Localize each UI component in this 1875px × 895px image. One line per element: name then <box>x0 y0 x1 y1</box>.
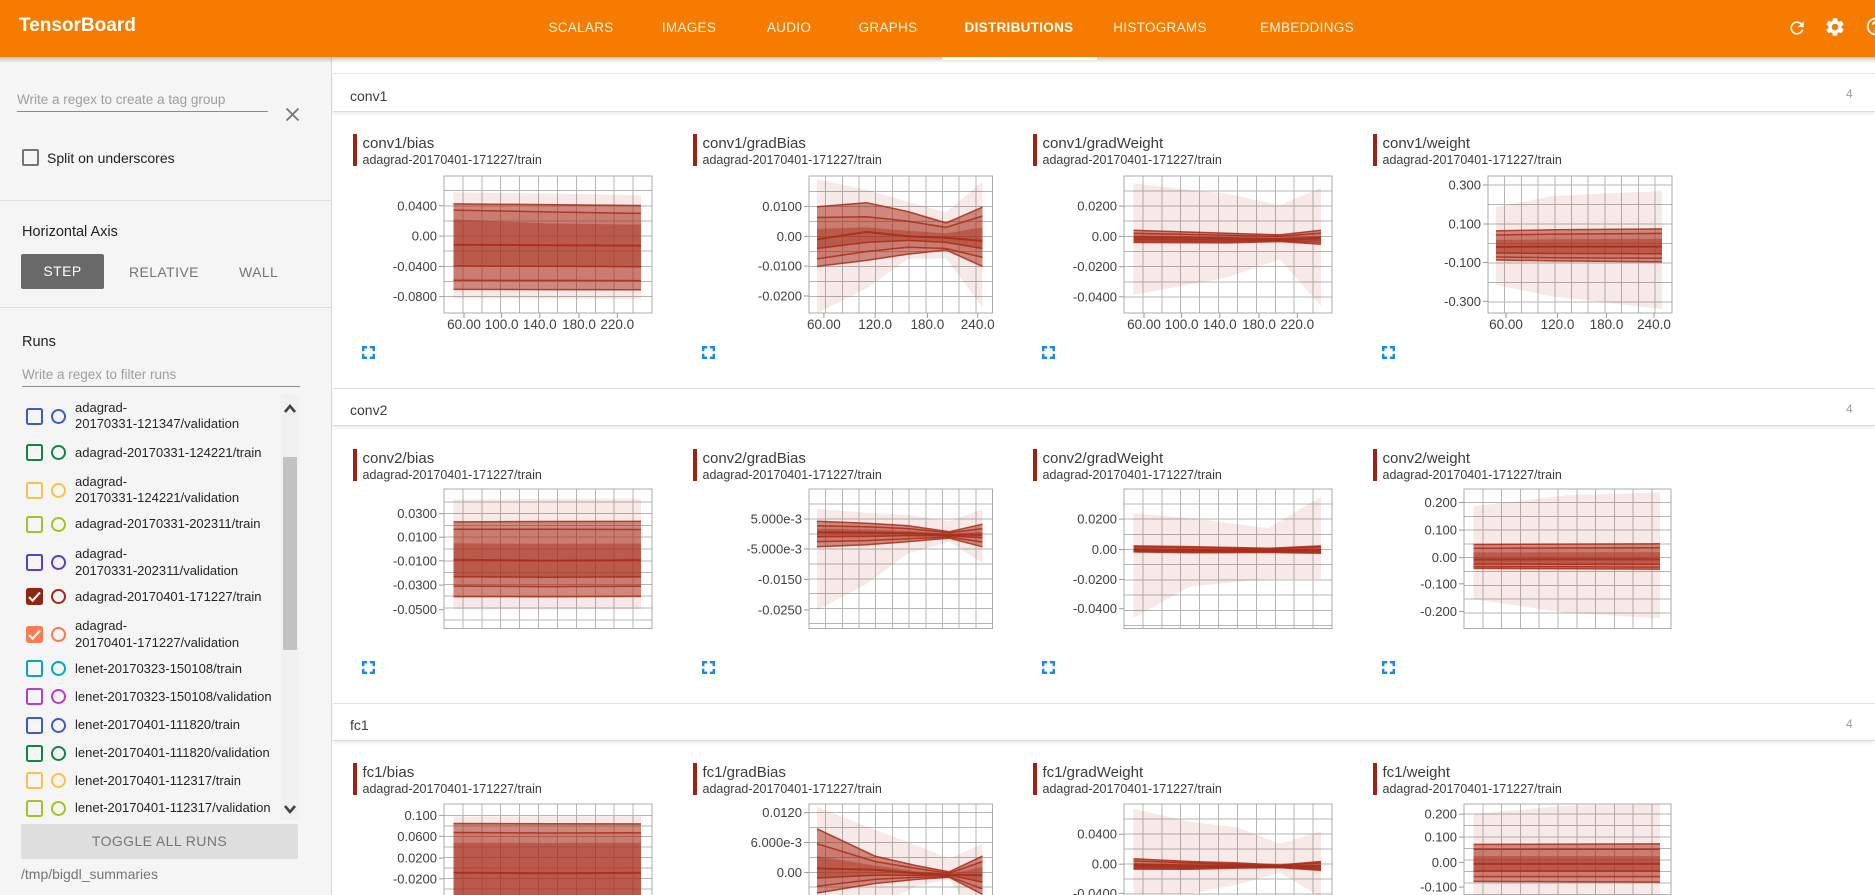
svg-text:-0.100: -0.100 <box>1420 880 1457 895</box>
svg-text:0.00: 0.00 <box>1432 550 1457 565</box>
svg-text:60.00: 60.00 <box>1489 317 1523 332</box>
svg-text:0.00: 0.00 <box>412 228 437 243</box>
svg-text:-0.0800: -0.0800 <box>393 289 437 304</box>
svg-text:140.0: 140.0 <box>523 317 557 332</box>
svg-text:-0.0100: -0.0100 <box>757 258 801 273</box>
svg-text:0.100: 0.100 <box>1448 216 1481 231</box>
svg-text:100.0: 100.0 <box>485 317 519 332</box>
svg-text:0.0200: 0.0200 <box>397 851 437 866</box>
svg-text:-0.0500: -0.0500 <box>393 602 437 617</box>
svg-text:-0.0400: -0.0400 <box>1073 886 1117 895</box>
svg-text:0.200: 0.200 <box>1424 807 1457 822</box>
svg-text:0.00: 0.00 <box>1092 542 1117 557</box>
svg-text:-0.0200: -0.0200 <box>757 288 801 303</box>
svg-text:60.00: 60.00 <box>447 317 481 332</box>
svg-text:-0.100: -0.100 <box>1444 255 1481 270</box>
svg-text:5.000e-3: 5.000e-3 <box>750 512 801 527</box>
svg-text:100.0: 100.0 <box>1165 317 1199 332</box>
svg-text:0.00: 0.00 <box>1432 855 1457 870</box>
svg-text:0.0300: 0.0300 <box>397 506 437 521</box>
svg-text:-0.0200: -0.0200 <box>393 871 437 886</box>
svg-text:180.0: 180.0 <box>910 317 944 332</box>
svg-text:120.0: 120.0 <box>858 317 892 332</box>
svg-text:-0.0100: -0.0100 <box>393 553 437 568</box>
svg-text:120.0: 120.0 <box>1541 317 1575 332</box>
svg-text:140.0: 140.0 <box>1203 317 1237 332</box>
svg-text:180.0: 180.0 <box>1590 317 1624 332</box>
svg-text:-0.0250: -0.0250 <box>757 602 801 617</box>
svg-text:-0.0150: -0.0150 <box>757 572 801 587</box>
svg-text:0.0400: 0.0400 <box>1077 827 1117 842</box>
svg-text:-0.0200: -0.0200 <box>1073 259 1117 274</box>
svg-text:0.100: 0.100 <box>404 808 437 823</box>
svg-text:180.0: 180.0 <box>562 317 596 332</box>
svg-text:240.0: 240.0 <box>1637 317 1671 332</box>
svg-text:0.0200: 0.0200 <box>1077 512 1117 527</box>
svg-text:-0.0400: -0.0400 <box>1073 601 1117 616</box>
svg-text:-0.100: -0.100 <box>1420 576 1457 591</box>
svg-text:0.100: 0.100 <box>1424 830 1457 845</box>
svg-text:0.0100: 0.0100 <box>762 198 802 213</box>
svg-text:60.00: 60.00 <box>807 317 841 332</box>
svg-text:0.00: 0.00 <box>776 865 801 880</box>
svg-text:0.0600: 0.0600 <box>397 829 437 844</box>
svg-text:-0.0300: -0.0300 <box>393 578 437 593</box>
svg-text:-0.0400: -0.0400 <box>393 259 437 274</box>
svg-text:240.0: 240.0 <box>960 317 994 332</box>
svg-text:0.0400: 0.0400 <box>397 198 437 213</box>
svg-text:-0.0400: -0.0400 <box>1073 289 1117 304</box>
svg-text:0.00: 0.00 <box>1092 857 1117 872</box>
svg-text:-0.300: -0.300 <box>1444 293 1481 308</box>
svg-text:0.00: 0.00 <box>776 228 801 243</box>
svg-text:180.0: 180.0 <box>1242 317 1276 332</box>
svg-text:-5.000e-3: -5.000e-3 <box>746 541 802 556</box>
svg-text:-0.0200: -0.0200 <box>1073 572 1117 587</box>
svg-text:0.0120: 0.0120 <box>762 805 802 820</box>
svg-text:0.0200: 0.0200 <box>1077 198 1117 213</box>
svg-text:220.0: 220.0 <box>600 317 634 332</box>
svg-text:0.00: 0.00 <box>1092 228 1117 243</box>
svg-text:60.00: 60.00 <box>1127 317 1161 332</box>
svg-text:-0.200: -0.200 <box>1420 604 1457 619</box>
svg-text:0.100: 0.100 <box>1424 523 1457 538</box>
svg-text:0.0100: 0.0100 <box>397 530 437 545</box>
svg-text:220.0: 220.0 <box>1280 317 1314 332</box>
svg-text:0.300: 0.300 <box>1448 177 1481 192</box>
svg-text:0.200: 0.200 <box>1424 495 1457 510</box>
svg-text:6.000e-3: 6.000e-3 <box>750 835 801 850</box>
